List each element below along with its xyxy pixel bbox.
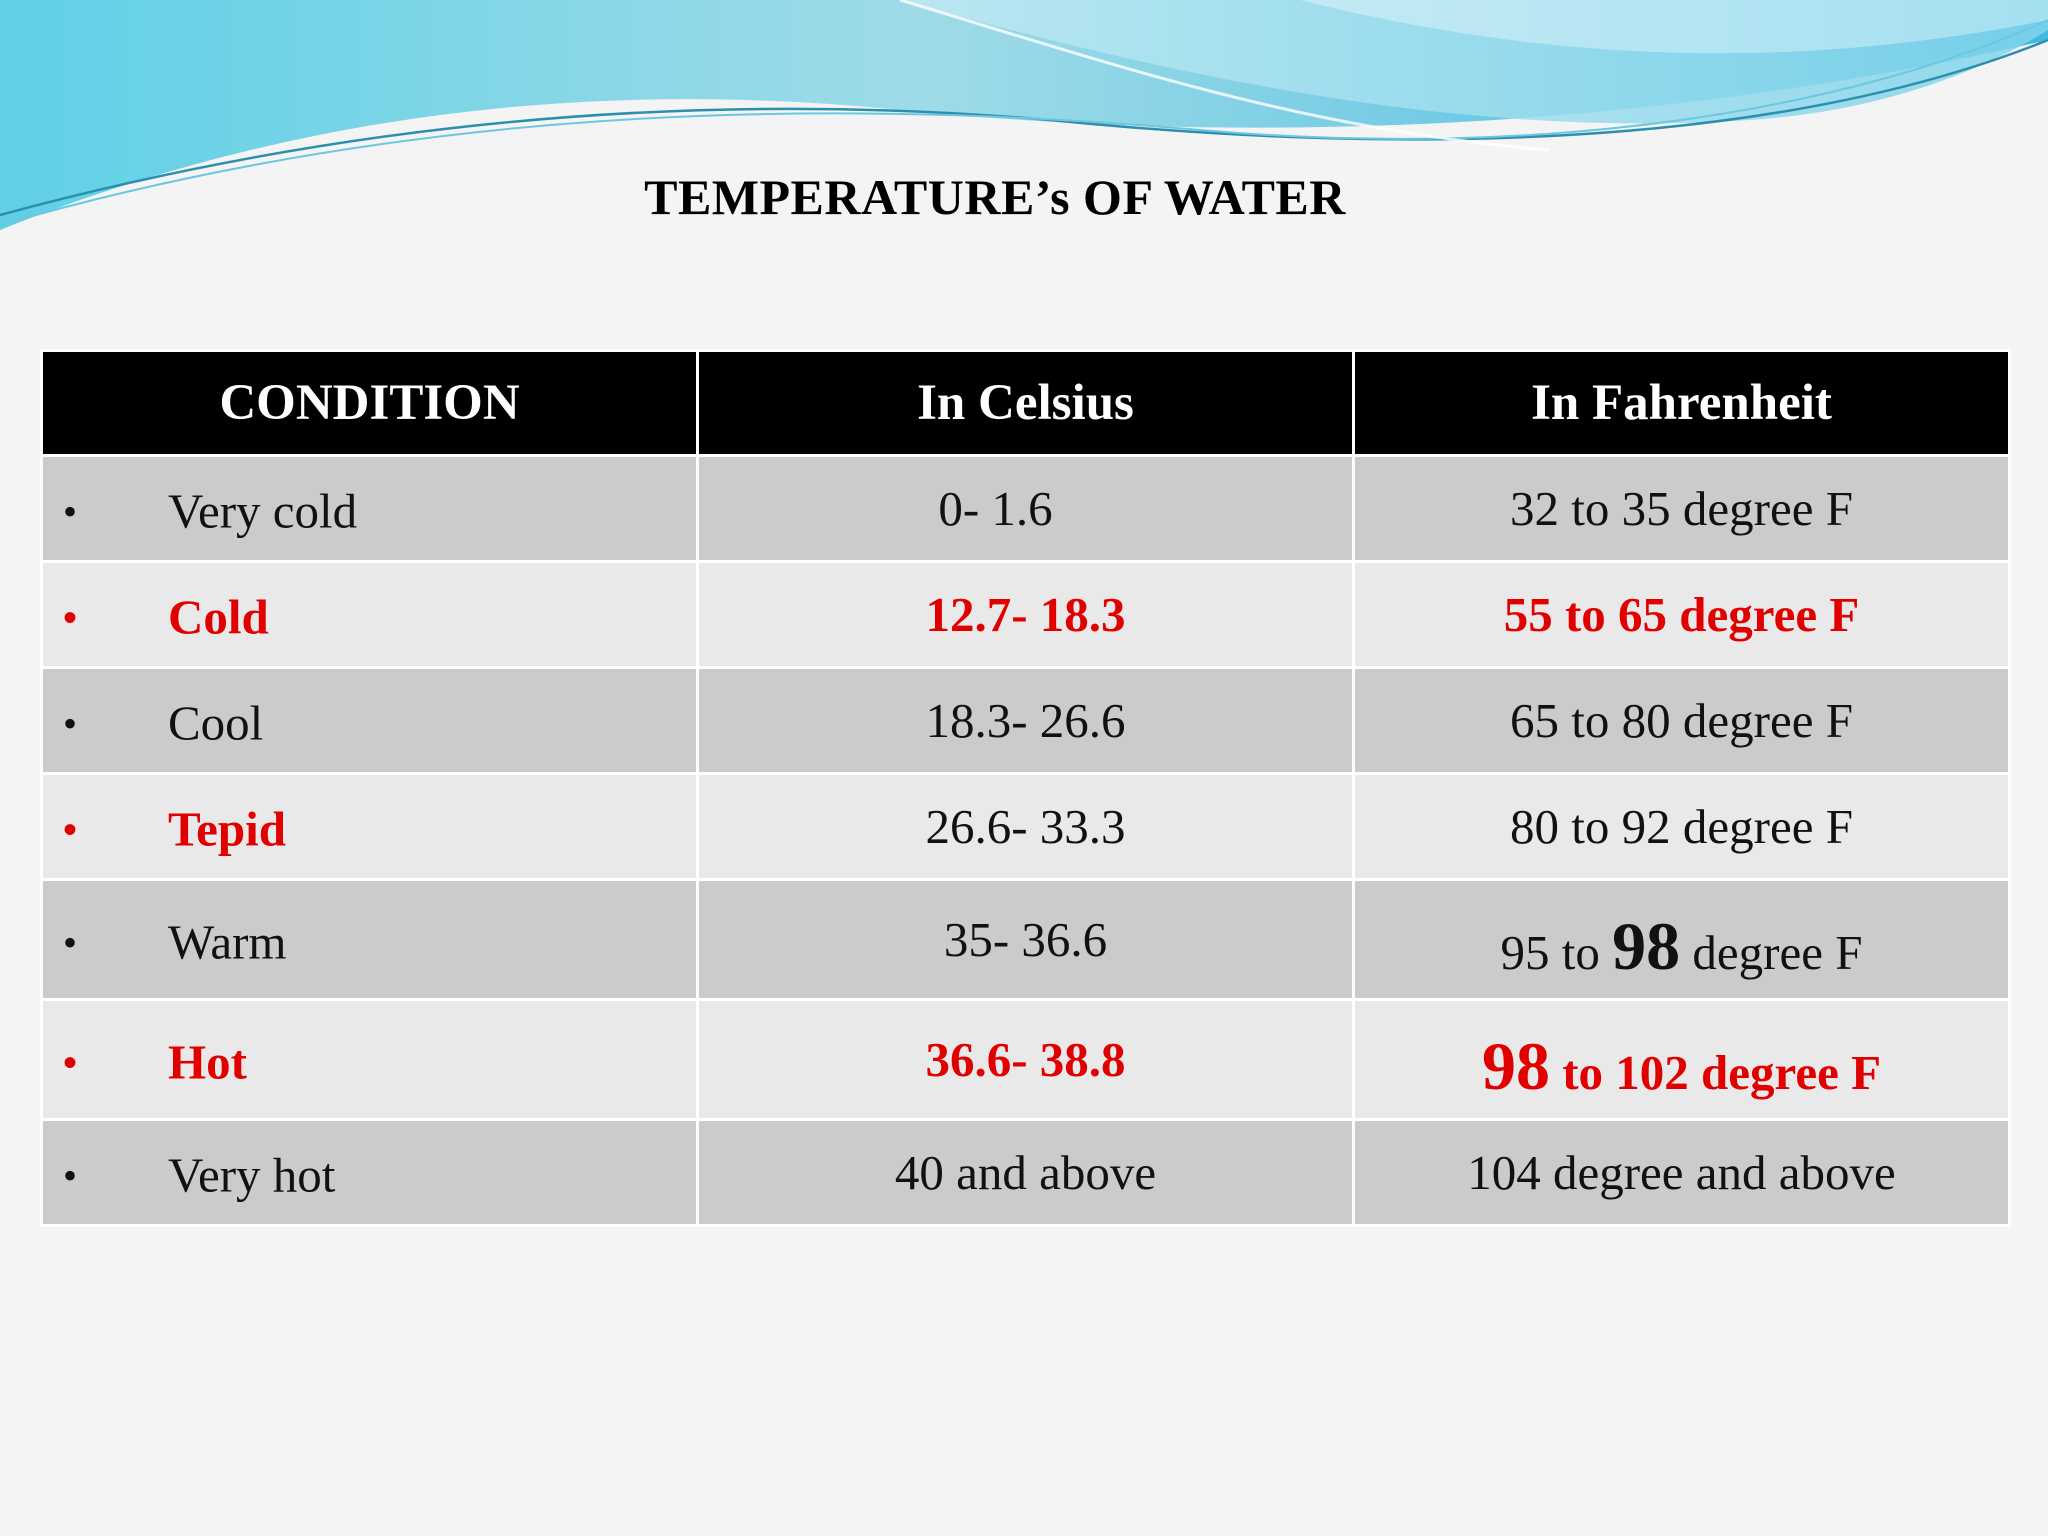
table-row: • Tepid 26.6- 33.3 80 to 92 degree F (40, 772, 2011, 881)
bullet-icon: • (63, 1152, 78, 1198)
fahrenheit-cell: 95 to 98 degree F (1352, 878, 2011, 1001)
condition-label: Very cold (168, 483, 358, 539)
condition-label: Very hot (168, 1147, 336, 1203)
fahrenheit-cell: 65 to 80 degree F (1352, 666, 2011, 775)
celsius-cell: 40 and above (696, 1118, 1355, 1227)
fahrenheit-text-prefix: 95 to (1500, 925, 1613, 980)
condition-label: Hot (168, 1034, 247, 1090)
table-row: • Very cold 0- 1.6 32 to 35 degree F (40, 454, 2011, 563)
header-fahrenheit: In Fahrenheit (1352, 349, 2011, 457)
condition-label: Tepid (168, 801, 287, 857)
celsius-cell: 26.6- 33.3 (696, 772, 1355, 881)
condition-cell: • Hot (40, 998, 699, 1121)
fahrenheit-cell: 55 to 65 degree F (1352, 560, 2011, 669)
temperature-table-container: CONDITION In Celsius In Fahrenheit • Very… (40, 349, 2011, 1227)
fahrenheit-text-suffix: to 102 degree F (1549, 1045, 1882, 1100)
fahrenheit-cell: 80 to 92 degree F (1352, 772, 2011, 881)
table-row: • Cool 18.3- 26.6 65 to 80 degree F (40, 666, 2011, 775)
fahrenheit-cell: 32 to 35 degree F (1352, 454, 2011, 563)
table-row: • Warm 35- 36.6 95 to 98 degree F (40, 878, 2011, 1001)
table-row: • Cold 12.7- 18.3 55 to 65 degree F (40, 560, 2011, 669)
condition-cell: • Cool (40, 666, 699, 775)
condition-cell: • Very cold (40, 454, 699, 563)
condition-cell: • Warm (40, 878, 699, 1001)
bullet-icon: • (63, 488, 78, 534)
fahrenheit-cell: 98 to 102 degree F (1352, 998, 2011, 1121)
condition-cell: • Tepid (40, 772, 699, 881)
fahrenheit-text-suffix: degree F (1680, 925, 1863, 980)
condition-cell: • Very hot (40, 1118, 699, 1227)
bullet-icon: • (63, 700, 78, 746)
condition-label: Warm (168, 914, 287, 970)
celsius-cell: 18.3- 26.6 (696, 666, 1355, 775)
bullet-icon: • (63, 594, 78, 640)
header-condition: CONDITION (40, 349, 699, 457)
table-row: • Very hot 40 and above 104 degree and ab… (40, 1118, 2011, 1227)
condition-label: Cold (168, 589, 269, 645)
celsius-cell: 36.6- 38.8 (696, 998, 1355, 1121)
celsius-cell: 35- 36.6 (696, 878, 1355, 1001)
celsius-cell: 12.7- 18.3 (696, 560, 1355, 669)
fahrenheit-emphasis: 98 (1612, 908, 1681, 984)
bullet-icon: • (63, 919, 78, 965)
condition-cell: • Cold (40, 560, 699, 669)
temperature-table: CONDITION In Celsius In Fahrenheit • Very… (40, 349, 2011, 1227)
table-header-row: CONDITION In Celsius In Fahrenheit (40, 349, 2011, 457)
celsius-cell: 0- 1.6 (696, 454, 1355, 563)
page-title: TEMPERATURE’s OF WATER (644, 169, 1346, 225)
bullet-icon: • (63, 1039, 78, 1085)
table-row: • Hot 36.6- 38.8 98 to 102 degree F (40, 998, 2011, 1121)
wave-decoration (0, 0, 2048, 230)
bullet-icon: • (63, 806, 78, 852)
header-celsius: In Celsius (696, 349, 1355, 457)
condition-label: Cool (168, 695, 264, 751)
fahrenheit-emphasis: 98 (1481, 1028, 1550, 1104)
fahrenheit-cell: 104 degree and above (1352, 1118, 2011, 1227)
